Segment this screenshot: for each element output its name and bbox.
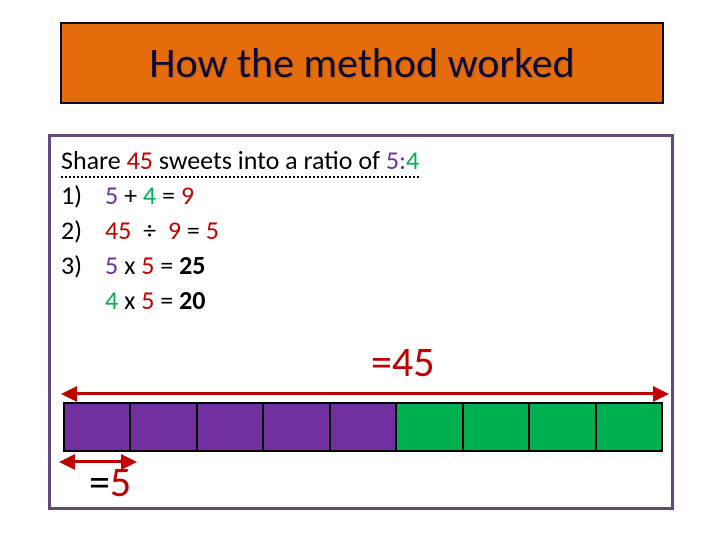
unit-label: =5 [89, 457, 131, 508]
bar-cell-green [528, 402, 594, 452]
heading-underline: Share 45 sweets into a ratio of 5:4 [61, 144, 419, 178]
step-4: 4 x 5 = 20 [61, 283, 419, 318]
title-text: How the method worked [149, 38, 574, 89]
step-3: 3)5 x 5 = 25 [61, 248, 419, 283]
total-label: =45 [371, 337, 435, 388]
content-box: Share 45 sweets into a ratio of 5:4 1)5 … [48, 134, 674, 510]
bar-cell-purple [329, 402, 395, 452]
bar-cell-purple [129, 402, 195, 452]
bar-cell-green [595, 402, 663, 452]
bar-cell-purple [196, 402, 262, 452]
step-2: 2)45 ÷ 9 = 5 [61, 213, 419, 248]
total-arrow-head-right [653, 386, 669, 402]
total-arrow-line [75, 392, 655, 395]
step-1: 1)5 + 4 = 9 [61, 178, 419, 213]
bar-cell-green [462, 402, 528, 452]
bar-cell-green [395, 402, 461, 452]
bar-cell-purple [262, 402, 328, 452]
heading-row: Share 45 sweets into a ratio of 5:4 [61, 143, 419, 178]
title-banner: How the method worked [60, 22, 664, 104]
bar-cell-purple [63, 402, 129, 452]
unit-arrow-head-left [59, 454, 75, 470]
bar-model [63, 402, 663, 452]
total-arrow-head-left [61, 386, 77, 402]
worked-text: Share 45 sweets into a ratio of 5:4 1)5 … [61, 143, 419, 318]
